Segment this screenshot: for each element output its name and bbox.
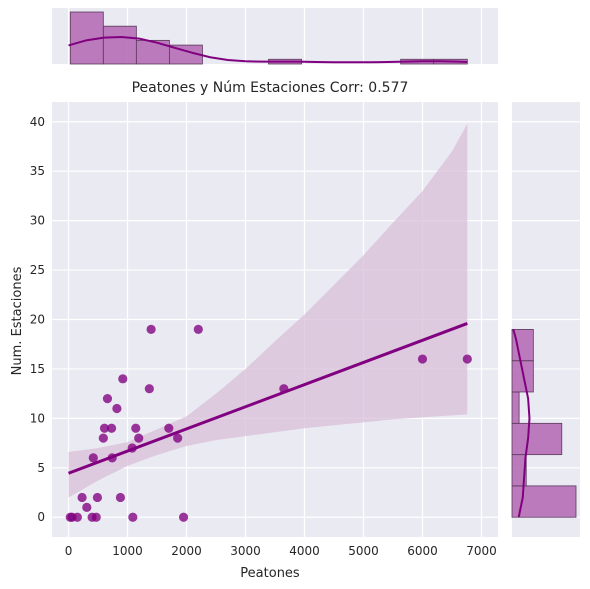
x-tick-label: 6000: [407, 544, 438, 558]
right-marginal-histogram: [511, 102, 580, 537]
scatter-point: [462, 354, 472, 364]
y-tick-label: 25: [30, 263, 45, 277]
scatter-point: [106, 423, 117, 433]
x-tick-label: 0: [65, 544, 73, 558]
scatter-point: [178, 512, 189, 522]
right-histogram-bar: [511, 328, 534, 362]
y-axis-label: Num. Estaciones: [10, 266, 25, 375]
scatter-point: [128, 512, 138, 522]
scatter-point: [144, 384, 154, 394]
scatter-point: [88, 453, 98, 463]
top-marginal-histogram: [52, 8, 498, 65]
right-histogram-bar: [511, 391, 520, 424]
top-histogram-bar: [102, 25, 137, 65]
y-tick-label: 15: [30, 362, 45, 376]
x-axis-label: Peatones: [240, 566, 300, 581]
scatter-point: [131, 423, 141, 433]
scatter-point: [164, 423, 174, 433]
scatter-point: [98, 433, 108, 443]
y-tick-label: 10: [30, 411, 45, 425]
right-histogram-bar: [511, 422, 563, 456]
y-tick-label: 20: [30, 313, 45, 327]
y-tick-label: 5: [37, 461, 45, 475]
scatter-point: [102, 393, 113, 404]
main-scatter-plot: 0 1000 2000 3000 4000 5000 6000 7000 0 5 10 15 20 25…: [30, 102, 498, 558]
x-tick-label: 4000: [289, 544, 320, 558]
y-tick-label: 35: [30, 164, 45, 178]
chart-title: Peatones y Núm Estaciones Corr: 0.577: [132, 80, 409, 96]
x-tick-label: 7000: [466, 544, 497, 558]
y-tick-label: 30: [30, 214, 45, 228]
x-tick-label: 3000: [230, 544, 261, 558]
scatter-point: [91, 512, 101, 522]
scatter-point: [72, 512, 82, 522]
scatter-point: [134, 433, 144, 443]
scatter-point: [118, 374, 128, 384]
scatter-point: [115, 492, 126, 503]
scatter-point: [146, 324, 156, 334]
scatter-point: [112, 403, 122, 414]
y-tick-label: 0: [37, 510, 45, 524]
scatter-point: [77, 492, 87, 503]
scatter-point: [92, 492, 103, 503]
scatter-point: [99, 423, 110, 433]
top-kde-curve: [68, 35, 468, 64]
x-tick-label: 5000: [348, 544, 379, 558]
scatter-point: [82, 502, 92, 512]
regression-line: [67, 322, 468, 475]
scatter-point: [193, 324, 203, 334]
x-tick-label: 2000: [171, 544, 202, 558]
x-tick-label: 1000: [112, 544, 143, 558]
scatter-point: [173, 433, 183, 443]
y-tick-label: 40: [30, 115, 45, 129]
scatter-point: [417, 354, 428, 364]
right-kde-curve: [512, 329, 531, 518]
confidence-band: [68, 123, 468, 498]
